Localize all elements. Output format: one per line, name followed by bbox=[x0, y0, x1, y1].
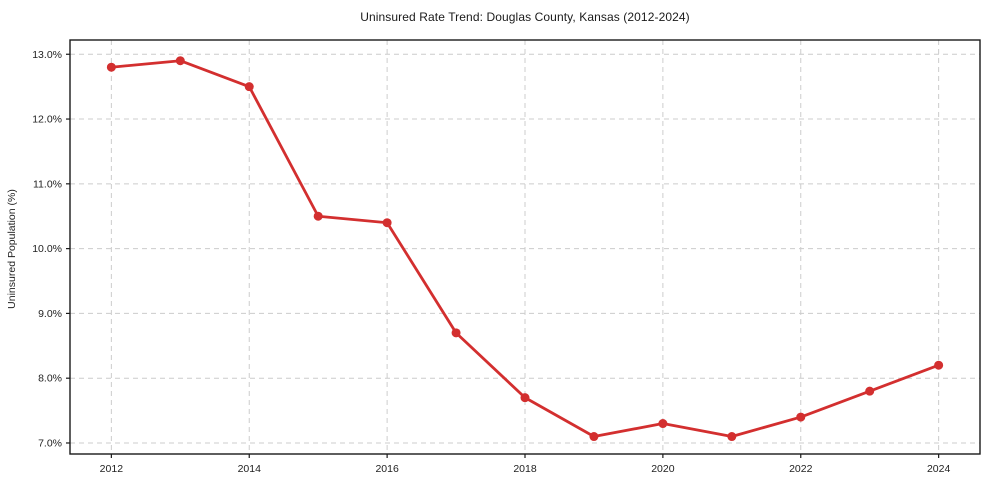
data-point-2013 bbox=[175, 56, 185, 66]
x-tick-label: 2016 bbox=[375, 463, 399, 475]
data-point-2021 bbox=[727, 432, 737, 442]
data-point-2015 bbox=[313, 211, 323, 221]
data-point-2024 bbox=[934, 360, 944, 370]
y-tick-label: 11.0% bbox=[33, 178, 62, 190]
data-point-2022 bbox=[796, 412, 806, 422]
x-tick-label: 2024 bbox=[927, 463, 951, 475]
data-point-2019 bbox=[589, 432, 599, 442]
y-tick-label: 13.0% bbox=[32, 49, 62, 61]
chart-title: Uninsured Rate Trend: Douglas County, Ka… bbox=[360, 10, 690, 24]
data-point-2016 bbox=[382, 218, 392, 228]
data-point-2018 bbox=[520, 393, 530, 403]
data-point-2017 bbox=[451, 328, 461, 338]
data-point-2020 bbox=[658, 419, 668, 429]
y-tick-label: 8.0% bbox=[38, 373, 62, 385]
x-tick-label: 2012 bbox=[100, 463, 124, 475]
series-layer bbox=[106, 56, 944, 442]
label-layer: 7.0% 8.0% 9.0% 10.0% 11.0% 12.0% 13.0% 2012 2014… bbox=[32, 49, 950, 475]
y-tick-label: 10.0% bbox=[32, 243, 62, 255]
y-tick-label: 12.0% bbox=[32, 114, 62, 126]
x-tick-label: 2020 bbox=[651, 463, 675, 475]
x-tick-label: 2022 bbox=[789, 463, 813, 475]
data-point-2012 bbox=[106, 62, 116, 72]
data-point-2023 bbox=[865, 386, 875, 396]
x-tick-label: 2018 bbox=[513, 463, 537, 475]
y-tick-label: 9.0% bbox=[38, 308, 62, 320]
axes-layer bbox=[66, 39, 981, 458]
data-point-2014 bbox=[244, 82, 254, 92]
x-tick-label: 2014 bbox=[238, 463, 262, 475]
y-axis-label: Uninsured Population (%) bbox=[6, 189, 18, 309]
grid-layer bbox=[70, 40, 980, 454]
y-tick-label: 7.0% bbox=[38, 437, 62, 449]
